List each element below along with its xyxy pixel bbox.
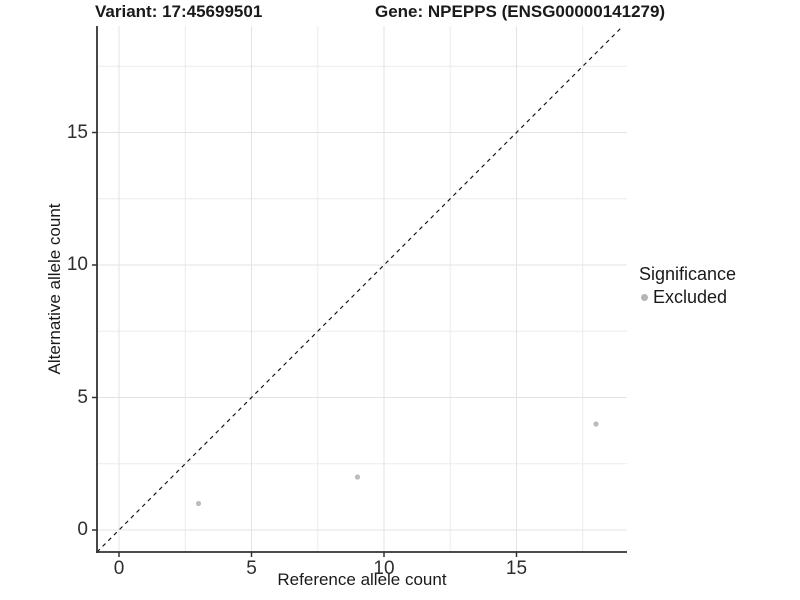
y-axis-title: Alternative allele count [45, 203, 64, 375]
x-axis-title: Reference allele count [277, 570, 447, 589]
identity-dashed-line [96, 25, 624, 553]
data-point [354, 474, 361, 480]
data-point [593, 421, 599, 427]
y-tick-label: 15 [66, 121, 88, 143]
x-tick-label: 15 [505, 558, 528, 579]
x-tick-label: 5 [246, 558, 257, 579]
y-tick-label: 0 [77, 519, 88, 540]
plot-title-gene: Gene: NPEPPS (ENSG00000141279) [375, 2, 666, 21]
x-tick-label: 10 [373, 558, 395, 579]
legend-item-excluded: Excluded [639, 287, 736, 308]
legend: Significance Excluded [639, 264, 736, 308]
plot-title-variant: Variant: 17:45699501 [95, 2, 263, 21]
x-tick-label: 0 [113, 558, 125, 579]
legend-title: Significance [639, 264, 737, 284]
y-tick-label: 10 [66, 254, 88, 275]
legend-item-label: Excluded [653, 287, 728, 307]
y-tick-label: 5 [77, 386, 88, 408]
data-point [195, 500, 202, 507]
legend-point-icon [641, 294, 648, 301]
